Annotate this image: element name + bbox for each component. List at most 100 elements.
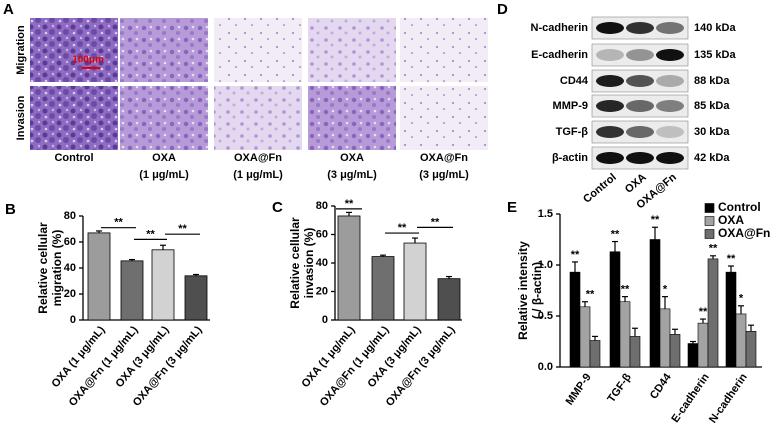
y-tick-label: 60 [316, 228, 328, 240]
micrograph [214, 18, 302, 82]
column-label: OXA [152, 152, 176, 164]
bar [579, 306, 591, 368]
size-label: 42 kDa [694, 152, 730, 164]
blot-band [626, 49, 654, 61]
blot-band [626, 100, 654, 112]
bar [403, 242, 427, 321]
error-bar [582, 301, 588, 307]
significance-label: ** [146, 228, 155, 240]
y-tick-label: 80 [316, 200, 328, 212]
bar [707, 258, 719, 368]
bar [735, 313, 747, 368]
x-tick-label: OXA@Fn (3 μg/mL) [384, 324, 458, 409]
y-tick-label: 20 [316, 285, 328, 297]
protein-label: N-cadherin [531, 22, 589, 34]
error-bar [652, 226, 658, 240]
y-axis-label: ( / β-actin) [530, 262, 544, 319]
column-label: (3 μg/mL) [419, 169, 469, 181]
row-label: Migration [15, 25, 27, 75]
bar [725, 271, 737, 368]
bar [371, 256, 395, 321]
significance-label: ** [727, 253, 736, 265]
blot-band [626, 75, 654, 87]
column-label: Control [54, 152, 93, 164]
error-bar [572, 261, 578, 273]
panel-letter: C [272, 199, 283, 216]
error-bar [622, 296, 628, 302]
blot-band [626, 152, 654, 164]
legend-swatch [704, 203, 715, 213]
micrograph [400, 86, 488, 150]
panel-letter: B [5, 201, 16, 218]
micrograph [30, 86, 118, 150]
y-tick-label: 20 [64, 288, 76, 300]
x-tick-label: E-cadherin [669, 371, 712, 425]
blot-band [596, 22, 624, 34]
blot-band [596, 100, 624, 112]
x-tick-label: N-cadherin [707, 371, 750, 425]
bar [609, 251, 621, 368]
y-tick-label: 40 [64, 262, 76, 274]
significance-label: ** [586, 289, 595, 301]
blot-band [596, 126, 624, 138]
significance-label: ** [345, 198, 354, 210]
blot-band [626, 126, 654, 138]
error-bar [632, 327, 638, 337]
y-axis-label: Relative cellular [288, 217, 302, 309]
error-bar [96, 230, 102, 233]
error-bar [748, 324, 754, 332]
bar [745, 330, 757, 368]
error-bar [672, 328, 678, 335]
micrograph [120, 86, 208, 150]
bar [437, 278, 461, 321]
column-label: OXA@Fn [234, 152, 282, 164]
y-tick-label: 0.5 [538, 310, 553, 322]
panel-d: D [497, 1, 508, 18]
protein-label: TGF-β [556, 126, 589, 138]
column-label: OXA [340, 152, 364, 164]
y-tick-label: 80 [64, 210, 76, 222]
bar [569, 271, 581, 368]
blot-band [656, 49, 684, 61]
bar [619, 301, 631, 368]
blot-band [656, 152, 684, 164]
significance-label: ** [709, 243, 718, 255]
legend-label: OXA@Fn [718, 226, 770, 240]
legend-label: Control [718, 200, 761, 214]
error-bar [160, 244, 166, 250]
bar [659, 308, 671, 368]
column-label: OXA@Fn [420, 152, 468, 164]
error-bar [346, 211, 352, 216]
significance-label: * [739, 293, 744, 305]
y-axis-label: migration (%) [50, 230, 64, 307]
micrograph [214, 86, 302, 150]
significance-label: ** [699, 306, 708, 318]
significance-label: ** [571, 249, 580, 261]
significance-label: ** [611, 228, 620, 240]
error-bar [380, 254, 386, 257]
y-tick-label: 1.0 [538, 259, 553, 271]
significance-label: ** [398, 222, 407, 234]
significance-label: ** [651, 214, 660, 226]
error-bar [662, 296, 668, 309]
y-tick-label: 60 [64, 236, 76, 248]
size-label: 135 kDa [694, 49, 736, 61]
y-tick-label: 0 [322, 314, 328, 326]
error-bar [690, 340, 696, 344]
significance-label: ** [178, 223, 187, 235]
scale-bar-label: 100μm [72, 55, 104, 66]
size-label: 30 kDa [694, 126, 730, 138]
panel-letter: D [497, 1, 508, 18]
y-axis-label: Relative cellular [36, 222, 50, 314]
protein-label: E-cadherin [531, 49, 588, 61]
blot-band [596, 75, 624, 87]
blot-band [656, 22, 684, 34]
column-label: (1 μg/mL) [233, 169, 283, 181]
bar [589, 340, 601, 368]
error-bar [446, 275, 452, 279]
significance-label: ** [114, 217, 123, 229]
error-bar [710, 255, 716, 259]
bar [151, 249, 175, 321]
legend-label: OXA [718, 213, 744, 227]
y-axis-label: Relative intensity [516, 241, 530, 340]
